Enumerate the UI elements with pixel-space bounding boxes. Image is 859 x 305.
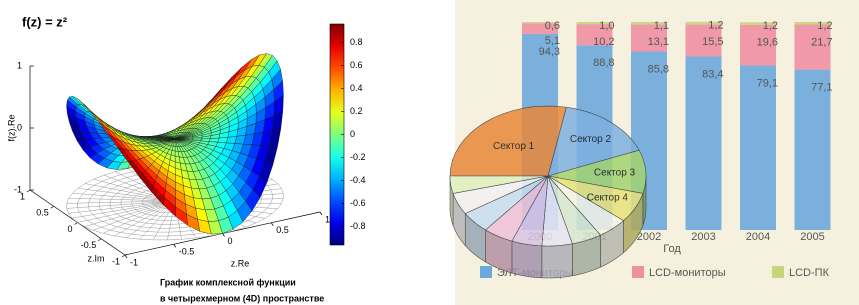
colorbar-tick-label: 0 — [350, 129, 355, 139]
x-tick-label: -1 — [130, 257, 138, 267]
colorbar-tick-label: 0.8 — [350, 37, 363, 47]
y-tick — [27, 190, 30, 192]
bar-segment — [686, 57, 722, 230]
z-tick-label: 1 — [17, 60, 22, 70]
y-tick — [51, 206, 54, 208]
value-label: 88,8 — [593, 57, 614, 69]
y-tick-label: 1 — [20, 191, 25, 201]
x-tick — [320, 212, 322, 215]
z-tick-label: 0 — [17, 122, 22, 132]
value-label: 1,2 — [763, 20, 778, 32]
pie-panel: Сектор 1 Сектор 2 Сектор 3 Сектор 4 — [450, 106, 646, 278]
caption-line: График комплексной функции — [160, 277, 296, 287]
pie-side — [512, 241, 542, 278]
pie-side — [542, 244, 573, 278]
y-tick-label: 0 — [67, 224, 72, 234]
colorbar-tick-label: -0.6 — [350, 198, 366, 208]
legend-label: LCD-ПК — [789, 267, 830, 279]
chart-title: f(z) = z² — [22, 14, 68, 29]
value-label: 10,2 — [593, 36, 614, 48]
legend-swatch — [772, 266, 784, 278]
value-label: 79,1 — [757, 77, 778, 89]
value-label: 85,8 — [648, 63, 669, 75]
x-tick-label: 2004 — [746, 231, 770, 243]
value-label: 77,1 — [811, 82, 832, 94]
y-tick — [122, 255, 125, 257]
pie-label: Сектор 2 — [570, 134, 612, 145]
value-label: 5,1 — [545, 35, 560, 47]
x-tick — [271, 223, 273, 226]
colorbar-tick-label: 0.4 — [350, 83, 363, 93]
x-tick-label: 0.5 — [276, 225, 289, 235]
x-tick — [174, 244, 176, 247]
colorbar-tick-label: 0.6 — [350, 60, 363, 70]
x-tick-label: 0 — [228, 236, 233, 246]
colorbar-tick-label: -0.2 — [350, 152, 366, 162]
y-tick-label: 0.5 — [36, 208, 49, 218]
y-tick — [98, 239, 101, 241]
pie-label: Сектор 4 — [587, 192, 629, 203]
y-tick-label: -1 — [112, 256, 120, 266]
x-tick-label: 2003 — [691, 231, 715, 243]
x-tick — [223, 234, 225, 237]
value-label: 21,7 — [811, 36, 832, 48]
value-label: 94,3 — [539, 46, 560, 58]
pie-label: Сектор 1 — [493, 141, 535, 152]
x-axis-label: Год — [663, 243, 681, 255]
z-axis-label: f(z).Re — [6, 115, 16, 142]
colorbar-tick-label: 0.2 — [350, 106, 363, 116]
bar-segment — [795, 70, 831, 230]
value-label: 1,1 — [654, 20, 669, 32]
value-label: 83,4 — [702, 68, 723, 80]
colorbar-tick-label: -0.8 — [350, 221, 366, 231]
legend-swatch — [480, 266, 492, 278]
value-label: 13,1 — [648, 36, 669, 48]
colorbar-tick-label: -0.4 — [350, 175, 366, 185]
x-tick — [125, 255, 127, 258]
x-tick-label: 2005 — [800, 231, 824, 243]
value-label: 1,2 — [817, 20, 832, 32]
y-tick-label: -0.5 — [81, 240, 97, 250]
surface-panel: f(z) = z² f(z).Re z.Im z.Re График компл… — [6, 14, 365, 303]
value-label: 15,5 — [702, 36, 723, 48]
y-tick — [75, 223, 78, 225]
y-axis-label: z.Im — [88, 253, 105, 263]
legend-label: LCD-мониторы — [649, 267, 726, 279]
x-tick-label: 1 — [325, 214, 330, 224]
x-tick-label: -0.5 — [179, 247, 195, 257]
pie-label: Сектор 3 — [594, 168, 636, 179]
value-label: 1,2 — [708, 20, 723, 32]
value-label: 19,6 — [757, 37, 778, 49]
value-label: 0,6 — [545, 20, 560, 32]
value-label: 1,0 — [599, 20, 614, 32]
page: f(z) = z² f(z).Re z.Im z.Re График компл… — [0, 0, 859, 305]
caption-line: в четырехмерном (4D) пространстве — [160, 293, 324, 303]
x-tick-label: 2002 — [637, 231, 661, 243]
legend-swatch — [632, 266, 644, 278]
x-axis-label: z.Re — [231, 258, 250, 268]
bar-segment — [740, 65, 776, 230]
